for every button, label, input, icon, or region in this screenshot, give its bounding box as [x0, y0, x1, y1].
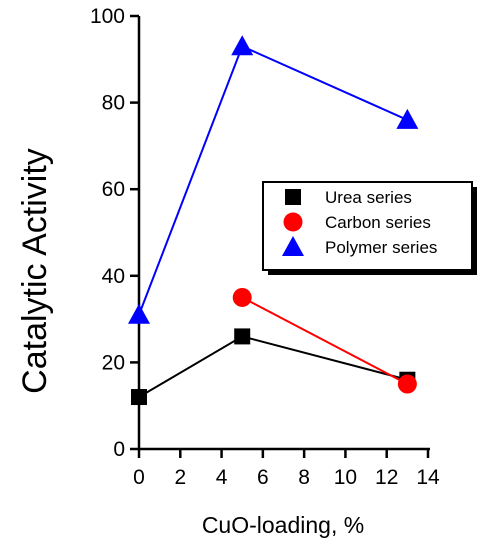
y-tick-label: 20: [102, 351, 125, 374]
legend-urea-series-marker: [285, 189, 301, 205]
x-ticks: 0 2 4 6 8 10 12 14: [133, 449, 440, 489]
y-tick-label: 60: [102, 178, 125, 201]
x-axis-title: CuO-loading, %: [202, 512, 364, 538]
x-tick-label: 6: [257, 466, 269, 489]
y-tick-label: 0: [113, 438, 125, 461]
x-tick-label: 0: [133, 466, 145, 489]
y-ticks: 0 20 40 60 80 100: [90, 5, 139, 461]
x-tick-label: 14: [416, 466, 440, 489]
urea-series-line: [138, 335, 408, 398]
y-tick-label: 80: [102, 92, 125, 115]
legend-polymer-series-marker: [282, 236, 304, 256]
polymer-series-point: [128, 303, 150, 324]
legend-items: Urea series Carbon series Polymer series: [282, 188, 437, 257]
legend-urea-series-label: Urea series: [325, 188, 412, 207]
polymer-series-point: [396, 108, 419, 129]
x-tick-label: 10: [334, 466, 357, 489]
carbon-series-point: [232, 287, 252, 307]
x-tick-label: 2: [174, 466, 186, 489]
urea-series-point: [234, 328, 251, 345]
legend-polymer-series-label: Polymer series: [325, 238, 437, 257]
y-tick-label: 100: [90, 5, 125, 28]
carbon-series-line: [241, 296, 408, 385]
legend: Urea series Carbon series Polymer series: [262, 181, 477, 275]
legend-carbon-series-marker: [283, 212, 303, 232]
urea-series-point: [131, 389, 147, 406]
x-tick-label: 12: [375, 466, 398, 489]
series-markers: [128, 35, 419, 406]
carbon-series-point: [397, 374, 417, 394]
legend-carbon-series-label: Carbon series: [325, 213, 431, 232]
y-axis-title: Catalytic Activity: [16, 148, 54, 394]
polymer-series-point: [231, 35, 254, 56]
x-tick-label: 4: [216, 466, 228, 489]
x-tick-label: 8: [298, 466, 310, 489]
y-tick-label: 40: [102, 265, 125, 288]
